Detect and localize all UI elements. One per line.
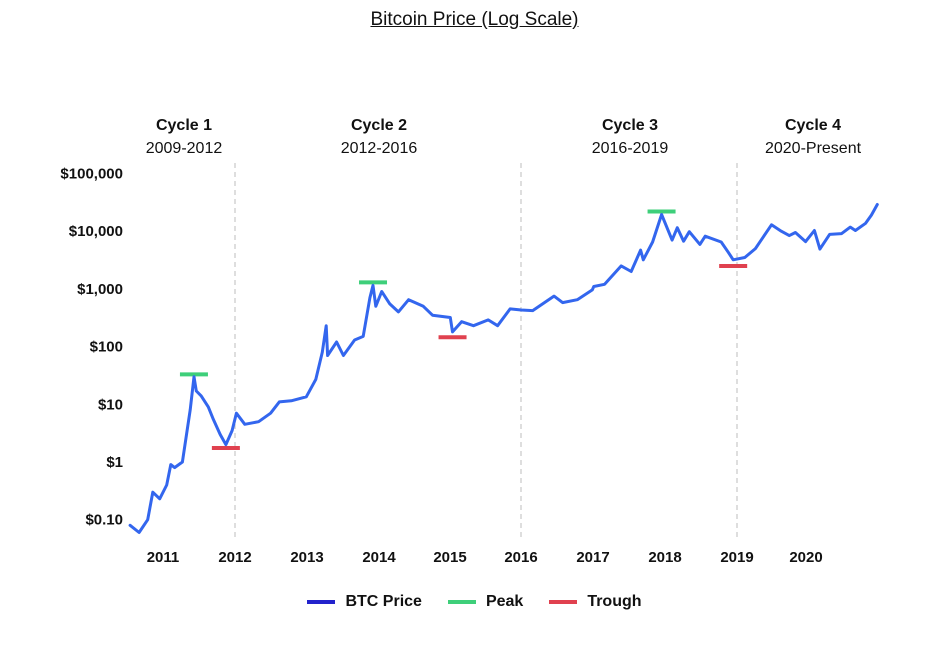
- y-tick-label-5: $10,000: [69, 223, 123, 240]
- y-tick-label-2: $10: [98, 396, 123, 413]
- cycle-name-2: Cycle 2: [351, 117, 407, 134]
- chart-title: Bitcoin Price (Log Scale): [370, 9, 579, 30]
- cycle-years-1: 2009-2012: [146, 140, 223, 157]
- x-tick-label-2015: 2015: [433, 549, 466, 566]
- legend-label: Peak: [485, 593, 524, 610]
- legend-swatch: [307, 600, 336, 604]
- y-axis: $0.10 $1 $10 $100 $1,000 $10,000 $100,000: [60, 166, 123, 529]
- legend-item-btc-price: BTC Price: [307, 593, 422, 611]
- y-tick-label-3: $100: [90, 339, 123, 356]
- series-line-btc-price: [128, 203, 879, 534]
- x-tick-label-2013: 2013: [290, 549, 323, 566]
- x-tick-label-2019: 2019: [720, 549, 753, 566]
- legend-label: Trough: [587, 593, 642, 610]
- series-group: [128, 203, 879, 534]
- x-tick-label-2014: 2014: [362, 549, 396, 566]
- peak-trough-marks: [179, 209, 748, 450]
- x-tick-label-2012: 2012: [218, 549, 251, 566]
- cycle-name-4: Cycle 4: [785, 117, 841, 134]
- cycle-years-3: 2016-2019: [592, 140, 669, 157]
- x-tick-label-2016: 2016: [504, 549, 537, 566]
- y-tick-label-0: $0.10: [85, 512, 123, 529]
- y-tick-label-1: $1: [106, 454, 123, 471]
- cycle-dividers: [234, 163, 738, 538]
- legend-item-peak: Peak: [447, 593, 524, 611]
- legend-swatch: [549, 600, 578, 604]
- chart-canvas: Cycle 1 2009-2012 Cycle 2 2012-2016 Cycle 3 2…: [60, 117, 879, 566]
- cycle-name-3: Cycle 3: [602, 117, 658, 134]
- x-tick-label-2017: 2017: [576, 549, 609, 566]
- y-tick-label-4: $1,000: [77, 281, 123, 298]
- cycle-name-1: Cycle 1: [156, 117, 212, 134]
- x-tick-label-2011: 2011: [147, 549, 180, 566]
- y-tick-label-6: $100,000: [60, 166, 123, 183]
- x-axis: 2011 2012 2013 2014 2015 2016 2017 2018 2019 2020: [147, 549, 823, 566]
- legend-item-trough: Trough: [549, 593, 642, 611]
- cycle-years-2: 2012-2016: [341, 140, 418, 157]
- legend: BTC Price Peak Trough: [0, 593, 949, 611]
- legend-label: BTC Price: [345, 593, 422, 610]
- x-tick-label-2018: 2018: [648, 549, 681, 566]
- cycle-labels: Cycle 1 2009-2012 Cycle 2 2012-2016 Cycle 3 2…: [146, 117, 862, 157]
- legend-swatch: [447, 600, 476, 604]
- x-tick-label-2020: 2020: [789, 549, 822, 566]
- cycle-years-4: 2020-Present: [765, 140, 862, 157]
